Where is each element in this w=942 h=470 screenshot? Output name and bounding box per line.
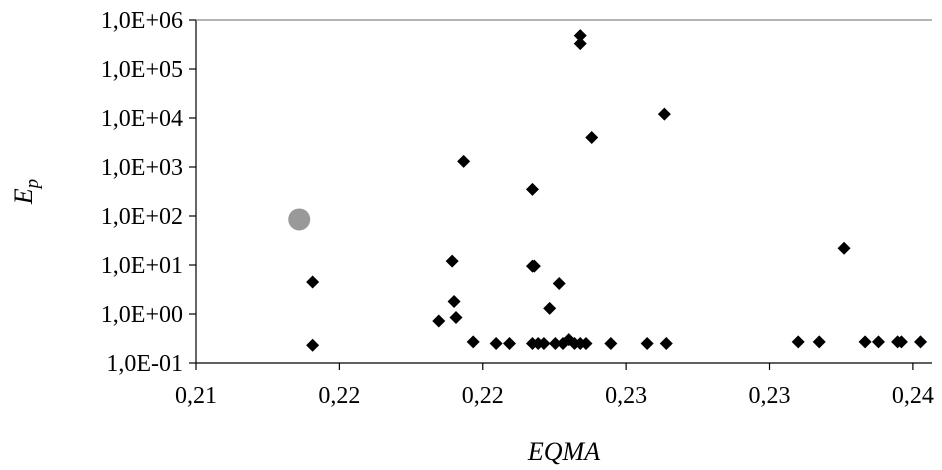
x-ticks: 0,210,220,220,230,230,240,24 bbox=[175, 363, 934, 409]
y-axis-title-subscript: p bbox=[22, 179, 43, 191]
data-point-diamond bbox=[791, 335, 805, 349]
data-point-diamond bbox=[552, 276, 566, 290]
data-point-diamond bbox=[914, 335, 928, 349]
data-point-diamond bbox=[525, 182, 539, 196]
data-point-diamond bbox=[306, 338, 320, 352]
y-tick-label: 1,0E+01 bbox=[101, 253, 183, 279]
data-point-diamond bbox=[604, 337, 618, 351]
data-point-diamond bbox=[447, 294, 461, 308]
y-tick-label: 1,0E+06 bbox=[101, 8, 183, 34]
data-point-diamond bbox=[871, 335, 885, 349]
y-axis-title: Ep bbox=[9, 179, 43, 205]
y-tick-label: 1,0E+00 bbox=[101, 302, 183, 328]
data-point-diamond bbox=[457, 154, 471, 168]
data-point-diamond bbox=[503, 337, 517, 351]
data-point-diamond bbox=[579, 337, 593, 351]
y-tick-label: 1,0E+04 bbox=[101, 106, 183, 132]
x-tick-label: 0,23 bbox=[605, 383, 647, 409]
highlight-point-circle bbox=[288, 208, 311, 231]
data-point-diamond bbox=[527, 259, 541, 273]
y-tick-label: 1,0E+03 bbox=[101, 155, 183, 181]
y-tick-label: 1,0E+02 bbox=[101, 204, 183, 230]
data-point-diamond bbox=[466, 335, 480, 349]
data-point-diamond bbox=[659, 337, 673, 351]
data-point-diamond bbox=[548, 337, 562, 351]
data-point-diamond bbox=[812, 335, 826, 349]
data-point-diamond bbox=[585, 130, 599, 144]
x-tick-label: 0,21 bbox=[175, 383, 217, 409]
data-point-diamond bbox=[489, 337, 503, 351]
data-point-diamond bbox=[573, 37, 587, 51]
y-tick-label: 1,0E-01 bbox=[106, 351, 183, 377]
data-point-diamond bbox=[894, 335, 908, 349]
data-point-diamond bbox=[445, 254, 459, 268]
x-tick-label: 0,24 bbox=[892, 383, 934, 409]
data-point-diamond bbox=[573, 29, 587, 43]
data-point-diamond bbox=[449, 310, 463, 324]
data-points bbox=[288, 29, 928, 352]
x-tick-label: 0,22 bbox=[318, 383, 360, 409]
data-point-diamond bbox=[306, 275, 320, 289]
y-ticks: 1,0E-01 1,0E+00 1,0E+01 1,0E+02 1,0E+03 1,0E+… bbox=[101, 8, 196, 377]
data-point-diamond bbox=[537, 337, 551, 351]
data-point-diamond bbox=[543, 301, 557, 315]
x-axis-title: EQMA bbox=[527, 437, 600, 466]
y-tick-label: 1,0E+05 bbox=[101, 57, 183, 83]
x-tick-label: 0,23 bbox=[749, 383, 791, 409]
data-point-diamond bbox=[640, 337, 654, 351]
data-point-diamond bbox=[432, 314, 446, 328]
data-point-diamond bbox=[837, 241, 851, 255]
x-tick-label: 0,22 bbox=[462, 383, 504, 409]
data-point-diamond bbox=[858, 335, 872, 349]
data-point-diamond bbox=[657, 107, 671, 121]
y-axis-title-main: E bbox=[9, 188, 38, 205]
